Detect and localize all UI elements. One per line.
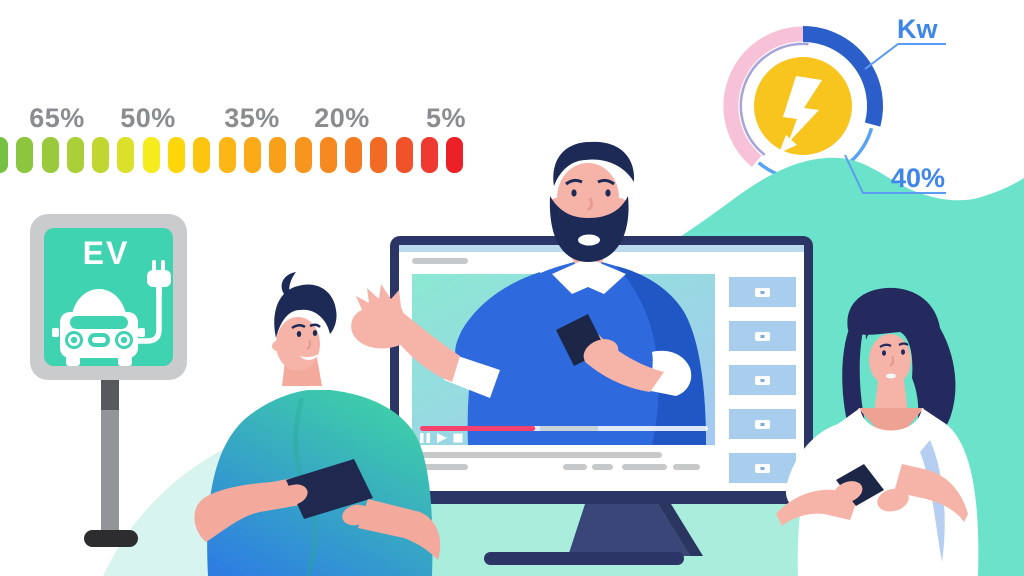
battery-bar xyxy=(66,137,84,173)
presenter-left-hand xyxy=(351,284,406,349)
ev-car-icon xyxy=(52,289,145,366)
battery-label: 5% xyxy=(425,103,467,133)
battery-bar xyxy=(16,137,34,173)
presenter-right-cuff xyxy=(646,350,692,396)
battery-bar xyxy=(168,137,186,173)
power-donut-chart xyxy=(723,26,884,182)
ev-charging-sign: EV xyxy=(30,214,187,547)
battery-bar xyxy=(446,137,464,173)
phone-viewer-right-forearm xyxy=(894,464,968,522)
progress-buffered xyxy=(540,426,598,431)
phone-viewer-face xyxy=(869,334,911,386)
battery-label: 20% xyxy=(314,103,370,133)
tablet-viewer-right-arm xyxy=(358,499,441,560)
battery-bar xyxy=(421,137,439,173)
battery-bar xyxy=(370,137,388,173)
phone-viewer-neck xyxy=(874,380,908,414)
tablet-viewer-smile xyxy=(300,354,319,360)
play-icon[interactable] xyxy=(437,433,447,443)
battery-gauge xyxy=(0,137,464,173)
text-placeholders xyxy=(412,452,700,470)
tablet-viewer xyxy=(194,272,441,576)
presenter-collar xyxy=(552,258,626,294)
battery-bar xyxy=(269,137,287,173)
video-thumbnail[interactable] xyxy=(729,409,796,439)
battery-bar xyxy=(294,137,312,173)
video-thumbnail[interactable] xyxy=(729,277,796,307)
tablet-viewer-right-hand xyxy=(342,504,370,526)
kw-label: Kw xyxy=(897,14,938,44)
battery-label: 65% xyxy=(29,103,85,133)
kw-callout-line xyxy=(864,43,946,70)
video-thumbnail-list xyxy=(729,277,796,483)
presenter-hair xyxy=(553,141,635,186)
video-thumbnail[interactable] xyxy=(729,321,796,351)
battery-bar xyxy=(345,137,363,173)
stop-icon[interactable] xyxy=(453,433,463,443)
battery-bar xyxy=(319,137,337,173)
presenter-beard xyxy=(549,196,629,262)
monitor-stand-shade xyxy=(658,504,703,556)
presenter-left-sleeve xyxy=(455,272,544,372)
phone-viewer-lips xyxy=(886,373,896,379)
tablet-viewer-left-arm xyxy=(194,477,306,542)
page-title-placeholder xyxy=(412,258,468,264)
presenter-left-cuff xyxy=(444,354,500,398)
lightning-bolt-icon xyxy=(779,76,822,153)
phone-viewer-right-hand xyxy=(877,488,909,512)
monitor-stand-neck xyxy=(568,504,690,556)
sign-pole-top xyxy=(101,376,119,410)
value-callout-line xyxy=(844,154,946,194)
sign-pole xyxy=(101,376,119,536)
battery-bar xyxy=(218,137,236,173)
tablet xyxy=(286,459,373,519)
phone-viewer-left-sleeve xyxy=(785,424,846,506)
donut-labels: Kw 40% xyxy=(844,14,946,194)
presenter-smile xyxy=(578,234,600,246)
tablet-viewer-left-hand xyxy=(278,484,308,506)
battery-bar xyxy=(243,137,261,173)
phone-viewer-chest xyxy=(858,408,924,446)
presenter xyxy=(351,141,706,445)
sign-pole-base xyxy=(84,530,138,547)
charging-plug-icon xyxy=(135,260,171,344)
donut-inner-ring xyxy=(739,42,809,156)
donut-value-label: 40% xyxy=(891,163,945,193)
phone-viewer-left-hand xyxy=(833,481,863,503)
presenter-right-hand xyxy=(583,339,619,367)
donut-value-arc xyxy=(802,26,884,127)
battery-bar xyxy=(0,137,8,173)
battery-bar xyxy=(193,137,211,173)
phone-viewer-hair-front xyxy=(865,301,924,340)
donut-outer-ring xyxy=(723,26,804,167)
battery-bar xyxy=(92,137,110,173)
battery-bar xyxy=(142,137,160,173)
phone-viewer xyxy=(776,287,979,576)
ev-sign-label: EV xyxy=(83,235,130,271)
battery-label: 50% xyxy=(120,103,176,133)
battery-bar xyxy=(395,137,413,173)
progress-played xyxy=(420,426,536,431)
battery-bar xyxy=(41,137,59,173)
battery-label: 35% xyxy=(224,103,280,133)
tablet-viewer-hair xyxy=(274,284,337,338)
video-player-controls xyxy=(420,426,708,443)
monitor-stand-base xyxy=(484,552,684,565)
pause-icon[interactable] xyxy=(420,433,430,443)
battery-gauge-labels: 65% 50% 35% 20% 5% xyxy=(0,103,500,135)
battery-bar xyxy=(117,137,135,173)
video-thumbnail[interactable] xyxy=(729,453,796,483)
phone-viewer-hair-left xyxy=(842,326,866,426)
video-thumbnail[interactable] xyxy=(729,365,796,395)
